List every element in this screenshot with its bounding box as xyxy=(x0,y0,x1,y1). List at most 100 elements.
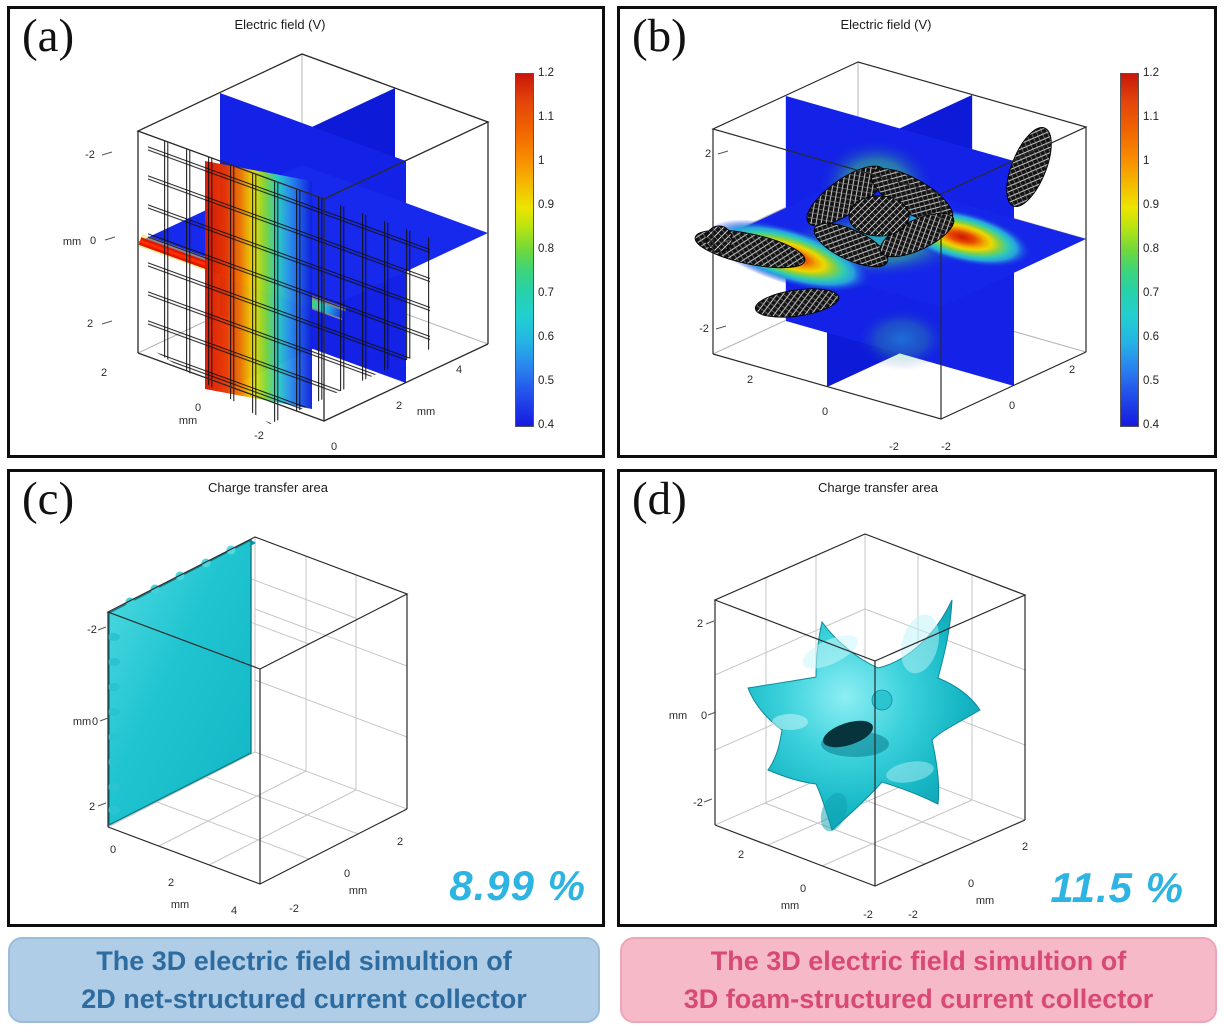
x-tick: 0 xyxy=(195,402,201,414)
panel-b: 2 0 -2 2 0 -2 2 0 -2 Electric field (V) … xyxy=(617,6,1217,458)
caption-line: 2D net-structured current collector xyxy=(81,984,527,1014)
caption-foam-structured: The 3D electric field simultion of 3D fo… xyxy=(620,937,1217,1023)
axis-ticks xyxy=(703,620,717,803)
y-tick: 0 xyxy=(331,441,337,453)
box-edges xyxy=(711,61,1088,420)
charge-transfer-foam xyxy=(747,599,981,832)
y-tick: 0 xyxy=(344,868,350,880)
y-tick: 2 xyxy=(397,836,403,848)
z-tick: -2 xyxy=(699,323,709,335)
colorbar-tick: 0.5 xyxy=(1143,375,1159,387)
panel-b-colorbar-ticks: 1.2 1.1 1 0.9 0.8 0.7 0.6 0.5 0.4 xyxy=(1143,67,1159,431)
panel-c-percentage: 8.99 % xyxy=(449,862,586,909)
caption-line: 3D foam-structured current collector xyxy=(683,984,1154,1014)
z-tick: 0 xyxy=(701,710,707,722)
panel-c-label: (c) xyxy=(22,473,75,525)
y-tick: 4 xyxy=(456,364,462,376)
colorbar-tick: 1 xyxy=(538,155,545,167)
x-axis-unit: mm xyxy=(171,899,189,911)
y-tick: 0 xyxy=(1009,400,1015,412)
z-tick: -2 xyxy=(85,149,95,161)
x-tick: -2 xyxy=(889,441,899,453)
x-tick: 2 xyxy=(747,374,753,386)
panel-b-colorbar xyxy=(1120,73,1139,427)
axis-ticks xyxy=(101,151,116,325)
colorbar-tick: 1.1 xyxy=(1143,111,1159,123)
panel-d: mm 2 0 -2 2 0 mm -2 2 0 mm -2 Charge tra… xyxy=(617,469,1217,927)
z-axis-unit: mm xyxy=(63,236,81,248)
axis-ticks xyxy=(715,150,731,330)
field-glow-lower xyxy=(840,297,964,381)
panel-d-3d-scene: mm 2 0 -2 2 0 mm -2 2 0 mm -2 xyxy=(669,533,1028,921)
z-axis-unit: mm xyxy=(669,710,687,722)
panel-d-label: (d) xyxy=(632,473,687,525)
colorbar-tick: 0.6 xyxy=(1143,331,1159,343)
z-axis-unit: mm xyxy=(73,716,91,728)
panel-b-title: Electric field (V) xyxy=(840,17,932,32)
colorbar-tick: 0.7 xyxy=(1143,287,1159,299)
colorbar-tick: 0.4 xyxy=(1143,419,1159,431)
colorbar-tick: 0.9 xyxy=(1143,199,1159,211)
z-tick: 0 xyxy=(90,235,96,247)
y-tick: -2 xyxy=(908,909,918,921)
colorbar-tick: 0.9 xyxy=(538,199,554,211)
colorbar-tick: 0.6 xyxy=(538,331,554,343)
axis-labels: mm -2 0 2 0 2 mm 4 2 0 mm -2 xyxy=(73,624,403,917)
x-tick: 0 xyxy=(800,883,806,895)
caption-line: The 3D electric field simultion of xyxy=(710,945,1127,976)
colorbar-tick: 1.2 xyxy=(1143,67,1159,79)
y-tick: -2 xyxy=(289,903,299,915)
foam-structure-mesh xyxy=(694,127,1052,318)
axis-labels: mm -2 0 2 2 0 mm -2 0 2 4 mm xyxy=(63,149,462,453)
panel-a-colorbar xyxy=(515,73,534,427)
y-tick: 2 xyxy=(1022,841,1028,853)
colorbar-tick: 0.4 xyxy=(538,419,554,431)
axis-ticks xyxy=(97,626,109,807)
x-tick: 4 xyxy=(231,905,237,917)
x-axis-unit: mm xyxy=(179,415,197,427)
y-tick: 0 xyxy=(968,878,974,890)
z-tick: 2 xyxy=(705,148,711,160)
y-tick: -2 xyxy=(941,441,951,453)
panel-a: mm -2 0 2 2 0 mm -2 0 2 4 mm Electric fi… xyxy=(7,6,605,458)
panel-c-3d-scene: mm -2 0 2 0 2 mm 4 2 0 mm -2 xyxy=(73,536,409,917)
panel-c-title: Charge transfer area xyxy=(208,480,328,495)
box-edges xyxy=(136,53,490,422)
y-tick: 2 xyxy=(1069,364,1075,376)
colorbar-tick: 1.2 xyxy=(538,67,554,79)
caption-net-structured: The 3D electric field simultion of 2D ne… xyxy=(8,937,600,1023)
panel-a-colorbar-ticks: 1.2 1.1 1 0.9 0.8 0.7 0.6 0.5 0.4 xyxy=(538,67,554,431)
x-tick: -2 xyxy=(863,909,873,921)
panel-a-label: (a) xyxy=(22,10,75,62)
x-tick: -2 xyxy=(254,430,264,442)
panel-a-3d-scene: mm -2 0 2 2 0 mm -2 0 2 4 mm xyxy=(63,53,490,453)
x-tick: 0 xyxy=(110,844,116,856)
x-tick: 2 xyxy=(168,877,174,889)
net-structure-grid xyxy=(148,135,430,424)
axis-labels: 2 0 -2 2 0 -2 2 0 -2 xyxy=(699,148,1075,453)
panel-b-3d-scene: 2 0 -2 2 0 -2 2 0 -2 xyxy=(694,61,1088,453)
y-axis-unit: mm xyxy=(417,406,435,418)
box-edges xyxy=(106,536,409,885)
x-tick: 2 xyxy=(738,849,744,861)
y-axis-unit: mm xyxy=(976,895,994,907)
colorbar-tick: 1.1 xyxy=(538,111,554,123)
x-tick: 0 xyxy=(822,406,828,418)
z-tick: -2 xyxy=(693,797,703,809)
panel-d-title: Charge transfer area xyxy=(818,480,938,495)
charge-transfer-plate xyxy=(108,538,256,827)
panel-c: mm -2 0 2 0 2 mm 4 2 0 mm -2 Charge tran… xyxy=(7,469,605,927)
panel-b-label: (b) xyxy=(632,10,687,62)
y-axis-unit: mm xyxy=(349,885,367,897)
colorbar-tick: 0.5 xyxy=(538,375,554,387)
axis-labels: mm 2 0 -2 2 0 mm -2 2 0 mm -2 xyxy=(669,618,1028,921)
x-tick: 2 xyxy=(101,367,107,379)
x-axis-unit: mm xyxy=(781,900,799,912)
z-tick: 2 xyxy=(87,318,93,330)
panel-a-title: Electric field (V) xyxy=(234,17,326,32)
colorbar-tick: 0.8 xyxy=(1143,243,1159,255)
colorbar-tick: 0.7 xyxy=(538,287,554,299)
colorbar-tick: 0.8 xyxy=(538,243,554,255)
panel-d-percentage: 11.5 % xyxy=(1050,864,1184,911)
